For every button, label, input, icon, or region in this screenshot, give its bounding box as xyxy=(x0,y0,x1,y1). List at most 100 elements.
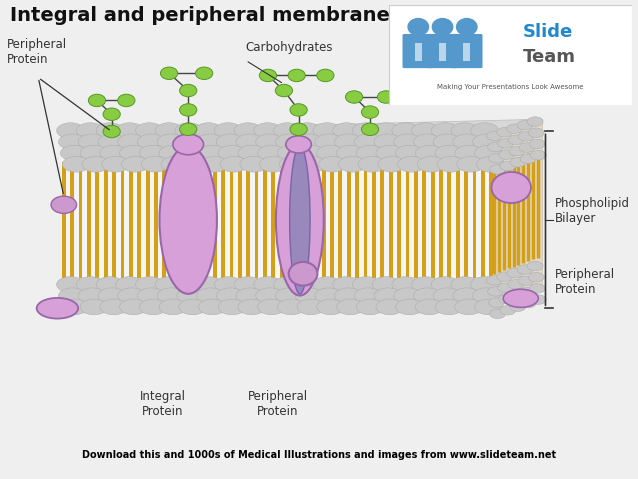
Ellipse shape xyxy=(530,284,545,293)
Ellipse shape xyxy=(139,299,167,315)
Ellipse shape xyxy=(119,145,147,161)
Bar xyxy=(406,161,410,278)
Bar xyxy=(204,161,208,278)
Ellipse shape xyxy=(491,172,531,203)
Ellipse shape xyxy=(238,145,265,161)
Text: Integral
Protein: Integral Protein xyxy=(140,390,186,418)
Ellipse shape xyxy=(527,117,543,126)
Ellipse shape xyxy=(214,277,242,292)
Ellipse shape xyxy=(290,146,310,294)
Ellipse shape xyxy=(413,288,441,304)
Ellipse shape xyxy=(290,104,308,116)
Ellipse shape xyxy=(254,277,281,292)
Bar xyxy=(422,161,426,278)
Bar xyxy=(313,161,317,278)
Text: Team: Team xyxy=(523,48,575,66)
Ellipse shape xyxy=(218,145,246,161)
Ellipse shape xyxy=(315,288,343,304)
Bar xyxy=(163,161,167,278)
Ellipse shape xyxy=(451,277,478,292)
Ellipse shape xyxy=(288,262,318,285)
Ellipse shape xyxy=(378,157,406,172)
Ellipse shape xyxy=(137,288,165,304)
Ellipse shape xyxy=(157,134,185,149)
Ellipse shape xyxy=(354,288,382,304)
Ellipse shape xyxy=(276,288,303,304)
Ellipse shape xyxy=(486,275,503,285)
Ellipse shape xyxy=(372,123,400,138)
Bar xyxy=(238,161,242,278)
Bar xyxy=(339,161,343,278)
Ellipse shape xyxy=(100,145,128,161)
Ellipse shape xyxy=(317,145,345,161)
Ellipse shape xyxy=(279,157,307,172)
Ellipse shape xyxy=(96,123,124,138)
Bar xyxy=(380,161,384,278)
Ellipse shape xyxy=(290,123,308,136)
Ellipse shape xyxy=(181,157,209,172)
Bar xyxy=(70,161,74,278)
Ellipse shape xyxy=(356,145,384,161)
Ellipse shape xyxy=(278,145,305,161)
Ellipse shape xyxy=(276,144,323,296)
Ellipse shape xyxy=(200,157,228,172)
Ellipse shape xyxy=(179,299,207,315)
Ellipse shape xyxy=(36,298,78,319)
Ellipse shape xyxy=(51,196,77,214)
Ellipse shape xyxy=(510,302,526,311)
Ellipse shape xyxy=(520,298,536,308)
Text: Peripheral
Protein: Peripheral Protein xyxy=(248,390,308,418)
Ellipse shape xyxy=(519,143,535,152)
Ellipse shape xyxy=(175,277,203,292)
Bar xyxy=(305,161,309,278)
Ellipse shape xyxy=(489,153,505,163)
Ellipse shape xyxy=(216,288,244,304)
Bar xyxy=(372,161,376,278)
Ellipse shape xyxy=(260,157,287,172)
Ellipse shape xyxy=(259,69,276,81)
Ellipse shape xyxy=(417,157,445,172)
Ellipse shape xyxy=(175,123,203,138)
Ellipse shape xyxy=(180,104,197,116)
Ellipse shape xyxy=(198,145,226,161)
Ellipse shape xyxy=(376,145,404,161)
Ellipse shape xyxy=(496,127,512,137)
Ellipse shape xyxy=(407,18,429,36)
Ellipse shape xyxy=(254,123,281,138)
Bar xyxy=(112,161,116,278)
Bar xyxy=(280,161,284,278)
Ellipse shape xyxy=(517,265,533,274)
Bar xyxy=(230,161,234,278)
Ellipse shape xyxy=(59,288,86,304)
Ellipse shape xyxy=(500,161,516,171)
Ellipse shape xyxy=(256,134,283,149)
Ellipse shape xyxy=(161,157,189,172)
Bar xyxy=(297,161,300,278)
Ellipse shape xyxy=(234,277,262,292)
Ellipse shape xyxy=(197,288,225,304)
Ellipse shape xyxy=(396,299,424,315)
Ellipse shape xyxy=(456,18,478,36)
Ellipse shape xyxy=(372,277,400,292)
Bar xyxy=(464,161,468,278)
Ellipse shape xyxy=(293,123,321,138)
Ellipse shape xyxy=(528,273,544,282)
Bar xyxy=(397,161,401,278)
Ellipse shape xyxy=(499,294,515,304)
Text: Slide: Slide xyxy=(523,23,573,41)
Ellipse shape xyxy=(392,123,420,138)
Ellipse shape xyxy=(518,132,534,141)
Ellipse shape xyxy=(118,94,135,107)
Ellipse shape xyxy=(396,145,424,161)
Ellipse shape xyxy=(507,268,523,278)
Ellipse shape xyxy=(274,277,301,292)
Ellipse shape xyxy=(236,134,263,149)
FancyBboxPatch shape xyxy=(389,5,632,105)
Ellipse shape xyxy=(338,157,366,172)
Text: Download this and 1000s of Medical Illustrations and images from www.slideteam.n: Download this and 1000s of Medical Illus… xyxy=(82,450,556,460)
Ellipse shape xyxy=(316,69,334,81)
Ellipse shape xyxy=(453,288,480,304)
Ellipse shape xyxy=(220,157,248,172)
Polygon shape xyxy=(61,119,542,136)
Ellipse shape xyxy=(499,150,515,160)
